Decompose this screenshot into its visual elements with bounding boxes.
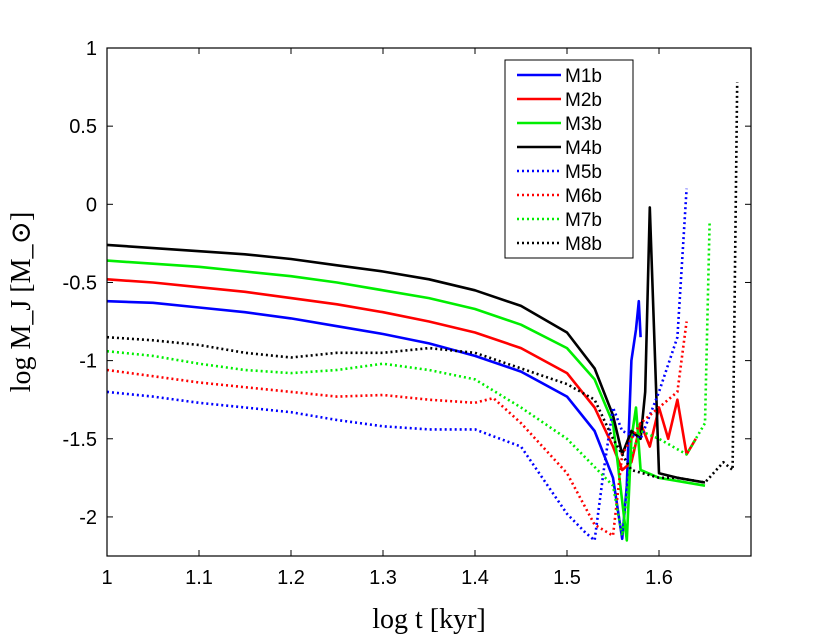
x-tick-label: 1.6 [645, 567, 673, 589]
legend-label-m6b: M6b [565, 186, 602, 207]
legend: M1b M2b M3b M4b M5b M6b M7b M8b [504, 59, 634, 259]
series-line-m1b [106, 299, 642, 541]
legend-label-m1b: M1b [565, 66, 602, 87]
y-tick-label: -2 [79, 507, 97, 529]
legend-label-m7b: M7b [565, 210, 602, 231]
x-tick-label: 1.4 [461, 567, 489, 589]
y-tick-label: -1 [79, 351, 97, 373]
x-tick-label: 1.2 [277, 567, 305, 589]
series-line-m4b [106, 206, 706, 484]
legend-label-m2b: M2b [565, 90, 602, 111]
y-tick-label: -0.5 [63, 272, 97, 294]
legend-label-m4b: M4b [565, 138, 602, 159]
legend-label-m5b: M5b [565, 162, 602, 183]
series-line-m5b [106, 188, 688, 542]
axes-ticks: 1 1.1 1.2 1.3 1.4 1.5 1.6 1 0.5 0 -0.5 -1 -1.5 -2 [63, 38, 751, 589]
x-tick-label: 1.5 [553, 567, 581, 589]
y-tick-label: -1.5 [63, 429, 97, 451]
series-line-m3b [106, 259, 706, 542]
series-line-m7b [106, 223, 711, 538]
x-tick-label: 1.1 [185, 567, 213, 589]
series-line-m8b [106, 82, 739, 484]
plot-area [106, 82, 739, 542]
y-tick-label: 0.5 [69, 116, 97, 138]
x-axis-label: log t [kyr] [372, 604, 486, 635]
y-tick-label: 1 [86, 38, 97, 60]
series-line-m2b [106, 278, 697, 472]
legend-label-m3b: M3b [565, 114, 602, 135]
x-tick-label: 1.3 [369, 567, 397, 589]
legend-label-m8b: M8b [565, 234, 602, 255]
plot-frame [106, 47, 752, 557]
y-tick-label: 0 [86, 194, 97, 216]
legend-box [504, 59, 634, 259]
x-tick-label: 1 [101, 567, 112, 589]
y-axis-label: log M_J [M_⊙] [6, 212, 37, 393]
